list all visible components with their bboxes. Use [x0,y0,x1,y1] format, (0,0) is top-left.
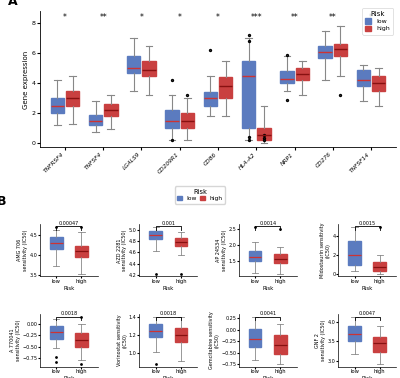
Text: 0.0014: 0.0014 [259,221,276,226]
Legend: low, high: low, high [175,186,225,204]
Y-axis label: AMG 706
sensitivity (IC50): AMG 706 sensitivity (IC50) [17,229,28,271]
PathPatch shape [104,104,118,116]
Text: *: * [178,13,182,22]
Text: B: B [0,195,6,208]
PathPatch shape [373,338,386,352]
PathPatch shape [142,61,156,76]
PathPatch shape [348,241,361,265]
PathPatch shape [150,231,162,239]
Legend: low, high: low, high [362,8,393,34]
PathPatch shape [66,91,79,105]
Text: 0.00047: 0.00047 [59,221,79,226]
Text: 0.0015: 0.0015 [358,221,376,226]
X-axis label: Risk: Risk [63,286,74,291]
PathPatch shape [174,238,187,246]
Text: 0.0047: 0.0047 [358,311,376,316]
Text: 0.0041: 0.0041 [259,311,276,316]
X-axis label: Risk: Risk [362,376,373,378]
X-axis label: Risk: Risk [63,376,74,378]
X-axis label: Risk: Risk [262,286,273,291]
PathPatch shape [50,98,64,113]
Y-axis label: GNF 2
sensitivity (IC50): GNF 2 sensitivity (IC50) [316,320,326,361]
Text: **: ** [99,13,107,22]
PathPatch shape [249,329,262,347]
PathPatch shape [318,46,332,58]
PathPatch shape [274,254,286,263]
PathPatch shape [150,324,162,337]
PathPatch shape [75,333,88,347]
PathPatch shape [357,70,370,86]
PathPatch shape [204,92,217,105]
Text: *: * [63,13,67,22]
X-axis label: Risk: Risk [163,376,174,378]
Y-axis label: Vorinostat sensitivity
(IC50): Vorinostat sensitivity (IC50) [117,314,128,366]
Text: ***: *** [250,13,262,22]
PathPatch shape [50,237,63,249]
PathPatch shape [165,110,179,128]
Text: A: A [8,0,18,8]
PathPatch shape [89,115,102,125]
PathPatch shape [274,335,286,354]
Text: 0.0018: 0.0018 [60,311,78,316]
X-axis label: Risk: Risk [362,286,373,291]
PathPatch shape [348,326,361,341]
Y-axis label: Midostaurin sensitivity
(IC50): Midostaurin sensitivity (IC50) [320,223,331,278]
Text: *: * [369,13,373,22]
PathPatch shape [249,251,262,261]
PathPatch shape [50,326,63,339]
Text: **: ** [329,13,337,22]
Y-axis label: AZD 2281
sensitivity (IC50): AZD 2281 sensitivity (IC50) [117,229,128,271]
X-axis label: Risk: Risk [163,286,174,291]
Y-axis label: Gemcitabine sensitivity
(IC50): Gemcitabine sensitivity (IC50) [209,311,220,369]
PathPatch shape [372,76,386,91]
PathPatch shape [127,56,140,73]
PathPatch shape [373,262,386,271]
Text: *: * [140,13,143,22]
X-axis label: Risk: Risk [262,376,273,378]
PathPatch shape [242,61,255,128]
Text: 0.0018: 0.0018 [160,311,177,316]
PathPatch shape [174,328,187,342]
PathPatch shape [181,113,194,128]
PathPatch shape [219,77,232,98]
Y-axis label: A 770041
sensitivity (IC50): A 770041 sensitivity (IC50) [10,320,21,361]
PathPatch shape [334,44,347,56]
PathPatch shape [257,128,271,140]
Text: **: ** [291,13,298,22]
PathPatch shape [280,71,294,83]
Y-axis label: Gene expression: Gene expression [23,50,29,108]
Text: *: * [216,13,220,22]
Text: 0.001: 0.001 [161,221,175,226]
Y-axis label: AP 24534
sensitivity (IC50): AP 24534 sensitivity (IC50) [216,229,227,271]
PathPatch shape [296,68,309,80]
PathPatch shape [75,246,88,257]
